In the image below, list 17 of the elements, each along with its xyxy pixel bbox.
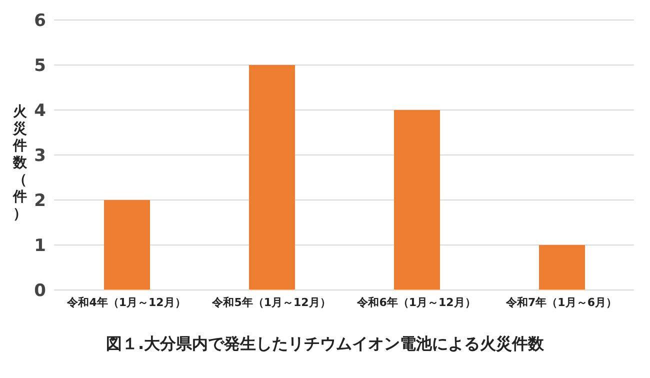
y-tick-label: 0 bbox=[34, 281, 46, 302]
bar bbox=[104, 200, 150, 290]
x-tick-label: 令和5年（1月～12月） bbox=[211, 296, 331, 309]
y-tick-label: 5 bbox=[34, 56, 46, 76]
y-axis-title: 火災件数（件） bbox=[12, 104, 28, 222]
y-tick-label: 1 bbox=[34, 236, 46, 256]
x-tick-label: 令和6年（1月～12月） bbox=[356, 296, 476, 309]
text: 図１.大分県内で発生したリチウムイオン電池による火災件数 bbox=[104, 334, 546, 355]
bar bbox=[249, 65, 295, 290]
y-tick-label: 3 bbox=[34, 146, 46, 166]
x-tick-label: 令和4年（1月～12月） bbox=[66, 296, 186, 309]
bar bbox=[539, 245, 585, 290]
y-tick-label: 4 bbox=[34, 101, 46, 122]
y-tick-label: 2 bbox=[34, 191, 46, 212]
x-tick-label: 令和7年（1月～6月） bbox=[505, 296, 617, 309]
y-tick-label: 6 bbox=[34, 11, 46, 32]
bar bbox=[394, 110, 440, 290]
